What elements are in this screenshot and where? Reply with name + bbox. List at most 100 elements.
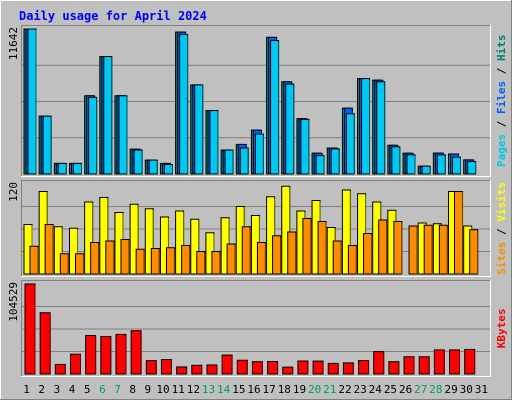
legend-kbytes: KBytes (495, 309, 508, 349)
bar-pages-day-4 (72, 162, 82, 175)
x-tick-label: 8 (129, 383, 136, 396)
bar-pages-day-11 (179, 33, 189, 175)
legend-separator: / (495, 222, 508, 242)
x-tick-label: 20 (308, 383, 321, 396)
y-max-label: 120 (7, 182, 20, 202)
panel-visits: 120 Sites / Visits (7, 180, 508, 277)
bar-kbytes-day-4 (69, 353, 81, 375)
series-kbytes (24, 283, 476, 375)
bar-sites-day-4 (74, 253, 84, 275)
x-tick-label: 16 (247, 383, 260, 396)
bar-sites-day-16 (256, 242, 266, 275)
x-tick-label: 28 (429, 383, 442, 396)
bar-kbytes-day-30 (464, 348, 476, 375)
bar-pages-day-19 (300, 118, 310, 175)
bar-sites-day-5 (90, 242, 100, 275)
bar-kbytes-day-8 (130, 330, 142, 375)
bar-sites-day-22 (347, 245, 357, 275)
bar-sites-day-24 (378, 219, 388, 275)
legend-label-files: Files (495, 81, 508, 114)
legend-separator: / (495, 61, 508, 81)
series-pages (27, 28, 477, 175)
y-max-label: 104529 (7, 282, 20, 322)
bar-kbytes-day-25 (388, 361, 400, 375)
bar-kbytes-day-22 (342, 362, 354, 375)
y-max-label: 11642 (7, 27, 20, 60)
bar-pages-day-12 (194, 84, 204, 175)
x-tick-label: 26 (399, 383, 412, 396)
bar-sites-day-23 (363, 233, 373, 275)
bar-pages-day-14 (224, 149, 234, 175)
bar-kbytes-day-16 (251, 361, 263, 375)
bar-pages-day-29 (452, 156, 462, 175)
legend-label-sites: Sites (495, 242, 508, 275)
bar-sites-day-21 (332, 240, 342, 275)
bar-kbytes-day-13 (206, 364, 218, 375)
legend-hits: Pages / Files / Hits (495, 35, 508, 168)
x-tick-label: 1 (23, 383, 30, 396)
x-tick-label: 22 (338, 383, 351, 396)
bar-kbytes-day-24 (373, 351, 385, 375)
bar-sites-day-12 (196, 251, 206, 275)
bar-pages-day-13 (209, 110, 219, 175)
bar-kbytes-day-15 (236, 359, 248, 375)
bar-sites-day-26 (408, 225, 418, 275)
bar-kbytes-day-9 (145, 360, 157, 375)
bar-kbytes-day-5 (85, 334, 97, 375)
bar-kbytes-day-26 (403, 356, 415, 375)
bar-pages-day-24 (376, 81, 386, 175)
bar-pages-day-23 (361, 78, 371, 175)
bar-pages-day-22 (345, 113, 355, 175)
x-tick-label: 2 (38, 383, 45, 396)
bar-sites-day-11 (181, 245, 191, 275)
bar-kbytes-day-12 (191, 364, 203, 375)
bar-sites-day-2 (44, 224, 54, 275)
legend-label-hits: Hits (495, 35, 508, 62)
bar-pages-day-1 (27, 28, 37, 175)
bar-pages-day-15 (239, 147, 249, 175)
bar-sites-day-10 (165, 247, 175, 275)
bar-sites-day-17 (272, 235, 282, 275)
legend-label-visits: Visits (495, 182, 508, 222)
x-axis-labels: 1 2 3 4 5 6 7 8 9 10 11 12 13 14 15 16 17 18 19 20 21 22 23 24 2… (23, 383, 488, 396)
bar-sites-day-28 (438, 224, 448, 275)
bar-pages-day-6 (103, 56, 113, 175)
x-tick-label: 30 (460, 383, 473, 396)
bar-sites-day-20 (317, 221, 327, 275)
bar-pages-day-20 (315, 155, 325, 175)
bar-kbytes-day-6 (100, 335, 112, 375)
x-tick-label: 18 (278, 383, 291, 396)
panel-hits: 11642 Pages / Files / Hits (7, 25, 508, 177)
x-tick-label: 27 (414, 383, 427, 396)
bar-kbytes-day-20 (312, 360, 324, 375)
panel-kbytes: 104529 KBytes (7, 280, 508, 377)
x-tick-label: 5 (84, 383, 91, 396)
bar-kbytes-day-11 (176, 366, 188, 375)
bar-pages-day-17 (270, 40, 280, 175)
bar-sites-day-9 (150, 248, 160, 275)
bar-sites-day-8 (135, 248, 145, 275)
bar-sites-day-15 (241, 226, 251, 275)
x-tick-label: 6 (99, 383, 106, 396)
bar-pages-day-30 (467, 160, 477, 175)
bar-kbytes-day-14 (221, 354, 233, 375)
bar-kbytes-day-3 (54, 363, 66, 375)
bar-kbytes-day-2 (39, 312, 51, 375)
x-tick-label: 29 (444, 383, 457, 396)
x-tick-label: 11 (172, 383, 185, 396)
x-tick-label: 17 (263, 383, 276, 396)
x-tick-label: 9 (145, 383, 152, 396)
bar-kbytes-day-10 (160, 359, 172, 375)
legend-separator: / (495, 114, 508, 134)
x-tick-label: 23 (354, 383, 367, 396)
bar-kbytes-day-27 (418, 356, 430, 375)
series-sites (29, 191, 479, 275)
x-tick-label: 10 (156, 383, 169, 396)
bar-sites-day-25 (393, 221, 403, 275)
legend-label-pages: Pages (495, 134, 508, 167)
bar-pages-day-2 (42, 115, 52, 175)
x-tick-label: 15 (232, 383, 245, 396)
bar-sites-day-18 (287, 231, 297, 275)
x-tick-label: 3 (54, 383, 61, 396)
